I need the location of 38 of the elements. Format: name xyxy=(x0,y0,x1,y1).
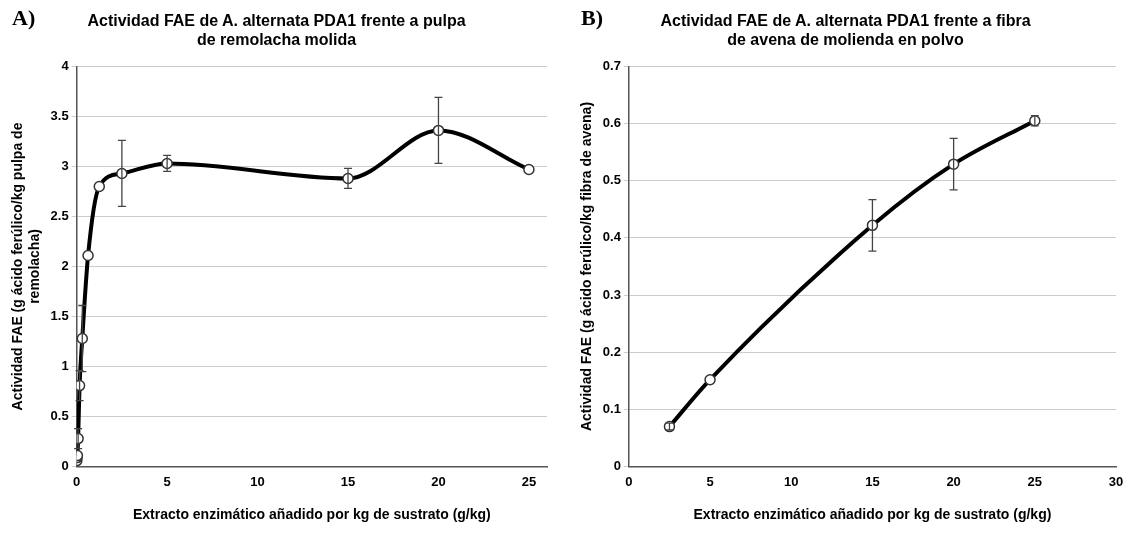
x-axis-title: Extracto enzimático añadido por kg de sustrato (g/kg) xyxy=(132,506,491,523)
y-tick-label: 4 xyxy=(61,57,70,73)
y-tick-label: 0.7 xyxy=(602,57,621,73)
x-tick-label: 25 xyxy=(1027,473,1043,489)
y-tick-label: 1.5 xyxy=(50,308,69,324)
y-tick-label: 1 xyxy=(61,358,69,374)
chart-title: Actividad FAE de A. alternata PDA1 frente a fibra de avena de molienda en polvo xyxy=(660,12,1031,49)
text: A) xyxy=(12,4,36,30)
y-tick-label: 2 xyxy=(61,258,69,274)
y-tick-label: 2.5 xyxy=(50,208,69,224)
x-tick-label: 15 xyxy=(340,473,356,489)
chart-title: Actividad FAE de A. alternata PDA1 frente a pulpa de remolacha molida xyxy=(87,12,466,49)
x-tick-label: 30 xyxy=(1108,473,1124,489)
x-tick-label: 15 xyxy=(865,473,880,489)
y-tick-label: 3 xyxy=(61,158,69,174)
x-tick-label: 5 xyxy=(163,473,171,489)
y-tick-label: 3.5 xyxy=(50,108,69,123)
y-tick-label: 0.4 xyxy=(602,229,622,245)
y-tick-label: 0.2 xyxy=(602,343,621,359)
y-tick-label: 0.1 xyxy=(602,401,621,417)
y-tick-label: 0.3 xyxy=(602,286,621,302)
y-tick-label: 0.6 xyxy=(602,115,621,131)
x-tick-label: 0 xyxy=(625,473,633,489)
y-tick-label: 0 xyxy=(613,458,621,474)
x-axis-title: Extracto enzimático añadido por kg de sustrato (g/kg) xyxy=(693,506,1052,523)
x-tick-label: 25 xyxy=(521,473,537,489)
y-axis-title: Actividad FAE (g ácido ferúlico/kg fibra de avena) xyxy=(578,101,595,432)
x-tick-label: 20 xyxy=(946,473,961,489)
x-tick-label: 20 xyxy=(431,473,446,489)
y-tick-label: 0 xyxy=(61,458,69,474)
y-tick-label: 0.5 xyxy=(602,172,621,188)
y-axis-title: Actividad FAE (g ácido ferúlico/kg pulpa de remolacha) xyxy=(9,122,43,411)
x-tick-label: 5 xyxy=(706,473,714,489)
x-tick-label: 10 xyxy=(250,473,265,489)
x-tick-label: 10 xyxy=(784,473,799,489)
text: B) xyxy=(581,4,603,30)
x-tick-label: 0 xyxy=(73,473,81,489)
y-tick-label: 0.5 xyxy=(50,408,69,424)
